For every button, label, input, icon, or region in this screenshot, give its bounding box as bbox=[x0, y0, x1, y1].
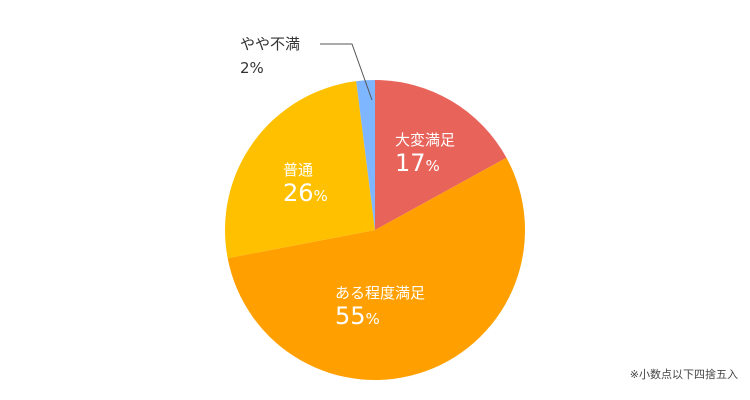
pie-slice-0 bbox=[375, 80, 507, 230]
slice-label-1: ある程度満足 55% bbox=[335, 284, 426, 330]
slice-label-3-name: やや不満 bbox=[240, 35, 301, 53]
leader-line bbox=[320, 43, 373, 101]
slice-label-0: 大変満足 17% bbox=[395, 131, 456, 177]
slice-label-3-value: 2% bbox=[240, 59, 264, 77]
slice-label-2: 普通 26% bbox=[283, 161, 328, 207]
pie-slice-2 bbox=[224, 81, 375, 259]
pie-slice-1 bbox=[227, 157, 525, 380]
pie-slice-3 bbox=[356, 80, 375, 230]
footnote: ※小数点以下四捨五入 bbox=[629, 368, 738, 381]
